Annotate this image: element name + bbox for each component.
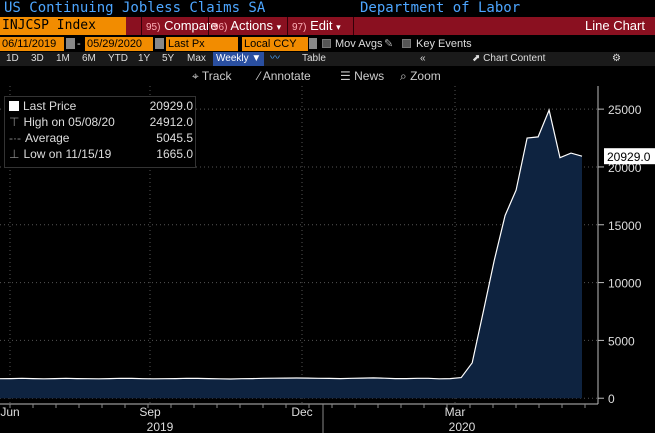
pencil-icon: ⁄ bbox=[258, 69, 261, 83]
zoom-button[interactable]: ⌕ Zoom bbox=[400, 69, 441, 83]
last-value-tag bbox=[604, 148, 655, 165]
menu-divider bbox=[353, 17, 354, 35]
edit-button[interactable]: 97) Edit ▾ bbox=[292, 18, 341, 33]
pencil-icon[interactable]: ✎ bbox=[384, 38, 394, 50]
price-chart[interactable]: 0 5000 10000 15000 20000 25000 20929.0 Jun Sep D… bbox=[0, 86, 655, 433]
end-date-field[interactable]: 05/29/2020 bbox=[85, 37, 153, 51]
compare-button[interactable]: 95) Compare bbox=[146, 18, 218, 33]
frequency-dropdown-icon: ▼ bbox=[251, 53, 262, 64]
actions-button[interactable]: 96) Actions ▾ bbox=[213, 18, 282, 33]
series-line bbox=[0, 108, 583, 380]
series-area bbox=[0, 110, 582, 399]
x-tick-label: Jun bbox=[0, 405, 19, 419]
title-bar: US Continuing Jobless Claims SA Departme… bbox=[0, 0, 655, 17]
calendar-icon[interactable] bbox=[66, 38, 75, 49]
y-tick-label: 10000 bbox=[608, 277, 642, 291]
y-axis: 0 5000 10000 15000 20000 25000 20929.0 bbox=[597, 86, 655, 406]
source-title: Department of Labor bbox=[360, 0, 521, 16]
mov-avgs-checkbox[interactable] bbox=[322, 39, 331, 48]
legend-high: ⊤ High on 05/08/20 24912.0 bbox=[9, 115, 193, 129]
calendar-icon[interactable] bbox=[155, 38, 164, 49]
range-5y[interactable]: 5Y bbox=[162, 53, 175, 64]
menu-divider bbox=[287, 17, 288, 35]
menu-bar: 95) Compare 96) Actions ▾ 97) Edit ▾ Lin… bbox=[0, 17, 655, 35]
tools-bar: ⌖ Track ⁄ Annotate ☰ News ⌕ Zoom bbox=[0, 66, 655, 86]
series-swatch-icon bbox=[9, 101, 19, 111]
currency-select[interactable]: Local CCY bbox=[242, 37, 308, 51]
legend-average: -·- Average 5045.5 bbox=[9, 131, 193, 145]
magnifier-icon: ⌕ bbox=[400, 69, 407, 83]
range-ytd[interactable]: YTD bbox=[108, 53, 128, 64]
range-3d[interactable]: 3D bbox=[31, 53, 44, 64]
year-label: 2019 bbox=[147, 420, 174, 433]
high-marker-icon: ⊤ bbox=[9, 115, 20, 129]
chart-content-button[interactable]: ⬈ Chart Content bbox=[472, 53, 546, 64]
news-icon: ☰ bbox=[340, 69, 351, 83]
low-marker-icon: ⊥ bbox=[9, 147, 20, 161]
year-label: 2020 bbox=[449, 420, 476, 433]
range-max[interactable]: Max bbox=[187, 53, 206, 64]
annotate-button[interactable]: ⁄ Annotate bbox=[258, 69, 311, 83]
x-axis: Jun Sep Dec Mar 2019 2020 bbox=[0, 403, 598, 433]
line-style-icon[interactable]: 〰 bbox=[270, 53, 280, 64]
start-date-field[interactable]: 06/11/2019 bbox=[0, 37, 64, 51]
range-1m[interactable]: 1M bbox=[56, 53, 70, 64]
y-tick-label: 25000 bbox=[608, 103, 642, 117]
x-tick-label: Sep bbox=[139, 405, 161, 419]
range-1y[interactable]: 1Y bbox=[138, 53, 151, 64]
settings-gear-icon[interactable]: ⚙ bbox=[612, 53, 621, 64]
range-bar: 1D 3D 1M 6M YTD 1Y 5Y Max Weekly ▼ 〰 Tab… bbox=[0, 52, 655, 66]
settings-bar: 06/11/2019 - 05/29/2020 Last Px Local CC… bbox=[0, 36, 655, 52]
currency-dropdown-icon[interactable] bbox=[309, 38, 317, 49]
date-separator: - bbox=[77, 38, 81, 50]
y-tick-label: 0 bbox=[608, 392, 615, 406]
legend-last: Last Price 20929.0 bbox=[9, 99, 193, 113]
last-value-label: 20929.0 bbox=[607, 150, 651, 164]
range-1d[interactable]: 1D bbox=[6, 53, 19, 64]
key-events-label[interactable]: Key Events bbox=[416, 38, 472, 50]
ticker-field[interactable]: INJCSP Index bbox=[0, 17, 126, 35]
range-6m[interactable]: 6M bbox=[82, 53, 96, 64]
y-tick-label: 20000 bbox=[608, 161, 642, 175]
key-events-checkbox[interactable] bbox=[402, 39, 411, 48]
legend-panel: Last Price 20929.0 ⊤ High on 05/08/20 249… bbox=[4, 96, 196, 168]
y-tick-label: 15000 bbox=[608, 219, 642, 233]
mov-avgs-label[interactable]: Mov Avgs bbox=[335, 38, 383, 50]
y-tick-label: 5000 bbox=[608, 334, 635, 348]
price-field-select[interactable]: Last Px bbox=[166, 37, 238, 51]
x-tick-label: Dec bbox=[291, 405, 312, 419]
legend-low: ⊥ Low on 11/15/19 1665.0 bbox=[9, 147, 193, 161]
average-marker-icon: -·- bbox=[9, 131, 21, 145]
collapse-icon[interactable]: « bbox=[420, 53, 426, 64]
menu-divider bbox=[141, 17, 142, 35]
chart-icon: ⬈ bbox=[472, 53, 481, 64]
security-title: US Continuing Jobless Claims SA bbox=[4, 0, 266, 16]
frequency-select[interactable]: Weekly ▼ bbox=[213, 52, 265, 66]
chart-type-label: Line Chart bbox=[585, 18, 645, 33]
edit-dropdown-icon: ▾ bbox=[336, 22, 341, 32]
x-tick-label: Mar bbox=[445, 405, 466, 419]
news-button[interactable]: ☰ News bbox=[340, 69, 385, 83]
table-button[interactable]: Table bbox=[302, 53, 326, 64]
track-button[interactable]: ⌖ Track bbox=[192, 69, 232, 83]
menu-divider bbox=[208, 17, 209, 35]
crosshair-icon: ⌖ bbox=[192, 69, 199, 83]
actions-dropdown-icon: ▾ bbox=[276, 22, 282, 32]
